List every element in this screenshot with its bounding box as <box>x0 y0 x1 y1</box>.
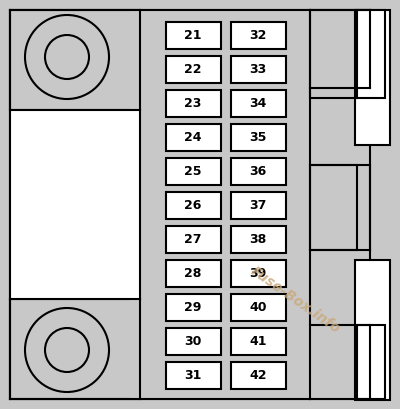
Bar <box>357 325 385 399</box>
Bar <box>231 158 286 185</box>
Bar <box>166 56 221 83</box>
Text: 42: 42 <box>249 369 267 382</box>
Text: 38: 38 <box>249 233 267 246</box>
Bar <box>166 226 221 253</box>
Circle shape <box>45 35 89 79</box>
Bar <box>166 260 221 287</box>
Bar <box>10 10 140 110</box>
Text: 40: 40 <box>249 301 267 314</box>
Bar <box>166 328 221 355</box>
Text: 37: 37 <box>249 199 267 212</box>
Circle shape <box>25 15 109 99</box>
Bar <box>231 328 286 355</box>
Bar <box>231 260 286 287</box>
Bar <box>231 226 286 253</box>
Bar <box>166 22 221 49</box>
Text: 36: 36 <box>249 165 267 178</box>
Text: 25: 25 <box>184 165 202 178</box>
Text: 21: 21 <box>184 29 202 42</box>
Bar <box>231 362 286 389</box>
Text: 27: 27 <box>184 233 202 246</box>
Bar <box>310 10 357 98</box>
Text: 28: 28 <box>184 267 202 280</box>
Bar <box>166 158 221 185</box>
Text: 24: 24 <box>184 131 202 144</box>
Text: 33: 33 <box>249 63 267 76</box>
Bar <box>310 248 357 326</box>
Text: 23: 23 <box>184 97 202 110</box>
Bar <box>310 10 370 399</box>
Bar <box>355 10 390 145</box>
Bar <box>231 90 286 117</box>
Bar <box>231 294 286 321</box>
Bar <box>10 10 310 399</box>
Bar <box>166 192 221 219</box>
Text: 35: 35 <box>249 131 267 144</box>
Text: 32: 32 <box>249 29 267 42</box>
Bar <box>166 362 221 389</box>
Bar <box>231 22 286 49</box>
Text: 26: 26 <box>184 199 202 212</box>
Circle shape <box>45 328 89 372</box>
Bar <box>357 10 385 98</box>
Bar <box>355 260 390 400</box>
Text: 41: 41 <box>249 335 267 348</box>
Bar <box>310 10 357 399</box>
Text: 30: 30 <box>184 335 202 348</box>
Bar <box>166 294 221 321</box>
Bar <box>231 192 286 219</box>
Bar <box>231 124 286 151</box>
Text: Fuse-Box.info: Fuse-Box.info <box>248 264 342 336</box>
Bar <box>231 56 286 83</box>
Text: 39: 39 <box>249 267 267 280</box>
Circle shape <box>25 308 109 392</box>
Bar <box>130 10 310 399</box>
Bar <box>10 299 140 399</box>
Bar <box>310 88 357 166</box>
Bar <box>166 90 221 117</box>
Bar <box>310 165 357 250</box>
Text: 34: 34 <box>249 97 267 110</box>
Bar <box>166 124 221 151</box>
Text: 31: 31 <box>184 369 202 382</box>
Text: 29: 29 <box>184 301 202 314</box>
Text: 22: 22 <box>184 63 202 76</box>
Bar <box>10 110 140 299</box>
